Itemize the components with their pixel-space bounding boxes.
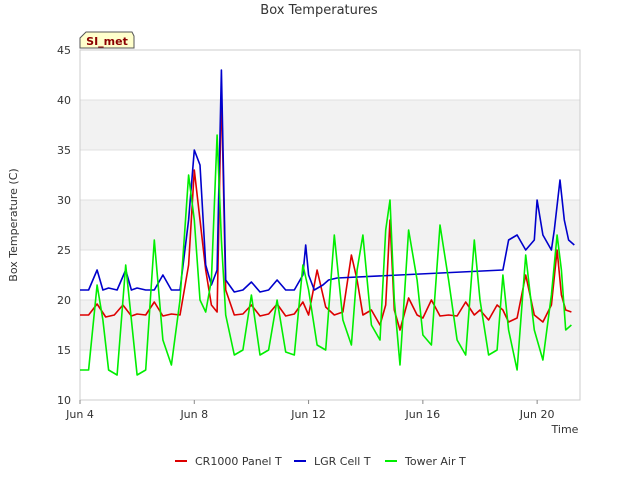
legend-label-cr1000-panel-t: CR1000 Panel T (195, 455, 282, 468)
background-bands (80, 100, 580, 350)
site-badge: SI_met (79, 31, 135, 49)
site-badge-label: SI_met (86, 35, 128, 48)
x-tick-label: Jun 12 (290, 408, 326, 421)
series-line-lgr-cell-t (80, 69, 575, 293)
x-tick-label: Jun 4 (65, 408, 94, 421)
legend-label-lgr-cell-t: LGR Cell T (314, 455, 371, 468)
y-tick-label: 10 (57, 394, 71, 407)
x-axis-title: Time (551, 423, 579, 436)
x-axis-ticks: Jun 4 Jun 8 Jun 12 Jun 16 Jun 20 (65, 400, 554, 421)
y-tick-label: 30 (57, 194, 71, 207)
y-tick-label: 35 (57, 144, 71, 157)
x-tick-label: Jun 20 (519, 408, 555, 421)
series-lines (80, 69, 575, 376)
y-tick-label: 15 (57, 344, 71, 357)
site-badge-box (79, 31, 135, 49)
x-tick-label: Jun 16 (405, 408, 441, 421)
plot-frame (79, 49, 581, 401)
background-band (80, 100, 580, 150)
y-tick-label: 20 (57, 294, 71, 307)
legend-label-tower-air-t: Tower Air T (404, 455, 466, 468)
y-tick-label: 45 (57, 44, 71, 57)
background-band (80, 200, 580, 250)
x-tick-label: Jun 8 (179, 408, 208, 421)
chart-title: Box Temperatures (260, 3, 378, 18)
series-line-tower-air-t (80, 134, 572, 376)
background-band (80, 300, 580, 350)
y-axis-title: Box Temperature (C) (7, 168, 20, 281)
y-axis-ticks: 10 15 20 25 30 35 40 45 (57, 44, 71, 407)
legend: CR1000 Panel T LGR Cell T Tower Air T (175, 455, 466, 468)
series-line-cr1000-panel-t (80, 89, 572, 331)
y-tick-label: 40 (57, 94, 71, 107)
y-tick-label: 25 (57, 244, 71, 257)
